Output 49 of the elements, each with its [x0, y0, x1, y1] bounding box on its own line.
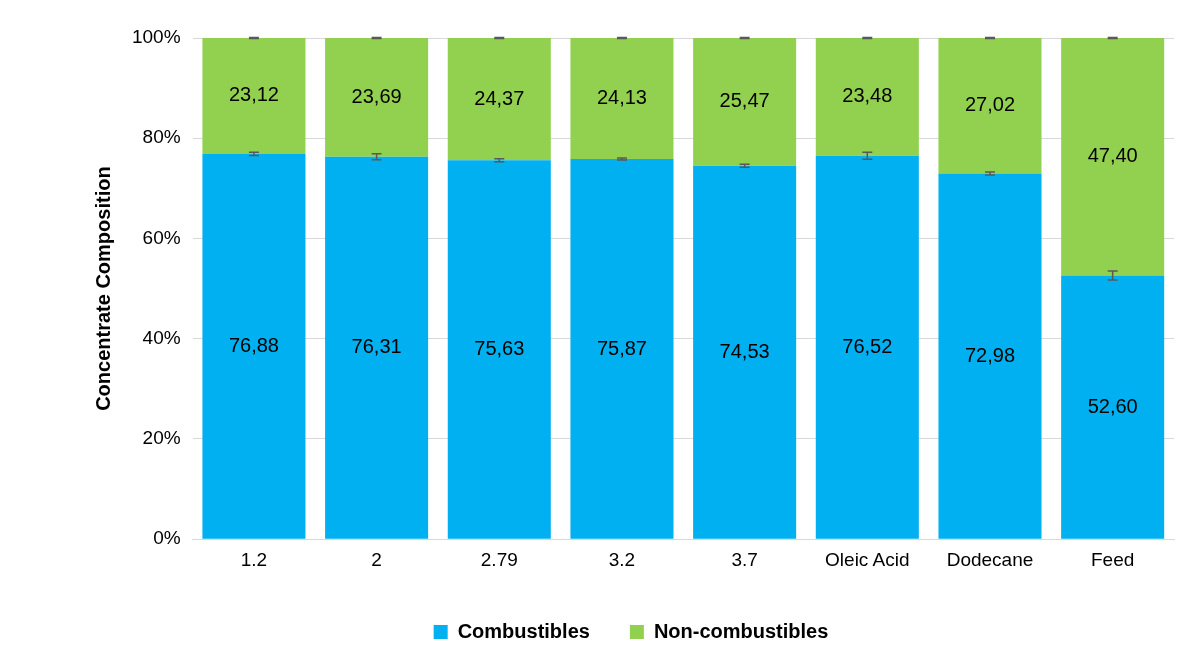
data-label: 74,53	[719, 339, 770, 362]
data-label: 75,87	[596, 336, 647, 359]
data-label: 23,69	[351, 84, 402, 107]
y-tick-label: 40%	[142, 326, 181, 348]
data-label: 23,48	[842, 84, 893, 107]
bar	[1061, 275, 1165, 539]
bar	[570, 38, 674, 159]
y-tick-label: 0%	[153, 527, 181, 549]
data-label: 47,40	[1087, 144, 1138, 167]
x-tick-label: 3.2	[608, 548, 636, 570]
data-label: 52,60	[1087, 394, 1138, 417]
bar	[447, 160, 551, 539]
y-tick-label: 20%	[142, 427, 181, 449]
data-label: 27,02	[964, 93, 1016, 116]
y-axis-title: Concentrate Composition	[91, 166, 114, 411]
data-label: 76,88	[228, 334, 279, 357]
bar	[693, 38, 797, 166]
data-label: 76,31	[351, 335, 402, 358]
bar	[693, 165, 797, 539]
y-tick-label: 80%	[142, 126, 181, 148]
bar	[815, 155, 919, 539]
bar	[202, 153, 306, 539]
data-label: 25,47	[719, 89, 770, 112]
legend-label: Non-combustibles	[653, 619, 829, 642]
data-label: 24,13	[596, 85, 647, 108]
bar	[325, 156, 429, 539]
x-tick-label: 2	[371, 548, 382, 570]
x-tick-label: Dodecane	[946, 548, 1034, 570]
bar	[815, 38, 919, 156]
x-tick-label: 1.2	[240, 548, 268, 570]
data-label: 72,98	[964, 343, 1016, 366]
legend-label: Combustibles	[457, 619, 590, 642]
y-tick-label: 100%	[131, 26, 181, 48]
data-label: 75,63	[474, 337, 525, 360]
data-label: 24,37	[474, 86, 525, 109]
bar	[938, 173, 1042, 539]
x-tick-label: Oleic Acid	[825, 548, 910, 570]
data-label: 23,12	[228, 83, 279, 106]
bar	[570, 158, 674, 539]
y-tick-label: 60%	[142, 226, 181, 248]
data-label: 76,52	[842, 334, 893, 357]
bar	[202, 38, 306, 154]
bar	[1061, 38, 1165, 276]
x-tick-label: Feed	[1091, 548, 1135, 570]
bar	[447, 38, 551, 161]
bar	[325, 38, 429, 157]
x-tick-label: 3.7	[731, 548, 758, 570]
bar	[938, 38, 1042, 174]
x-tick-label: 2.79	[480, 548, 518, 570]
